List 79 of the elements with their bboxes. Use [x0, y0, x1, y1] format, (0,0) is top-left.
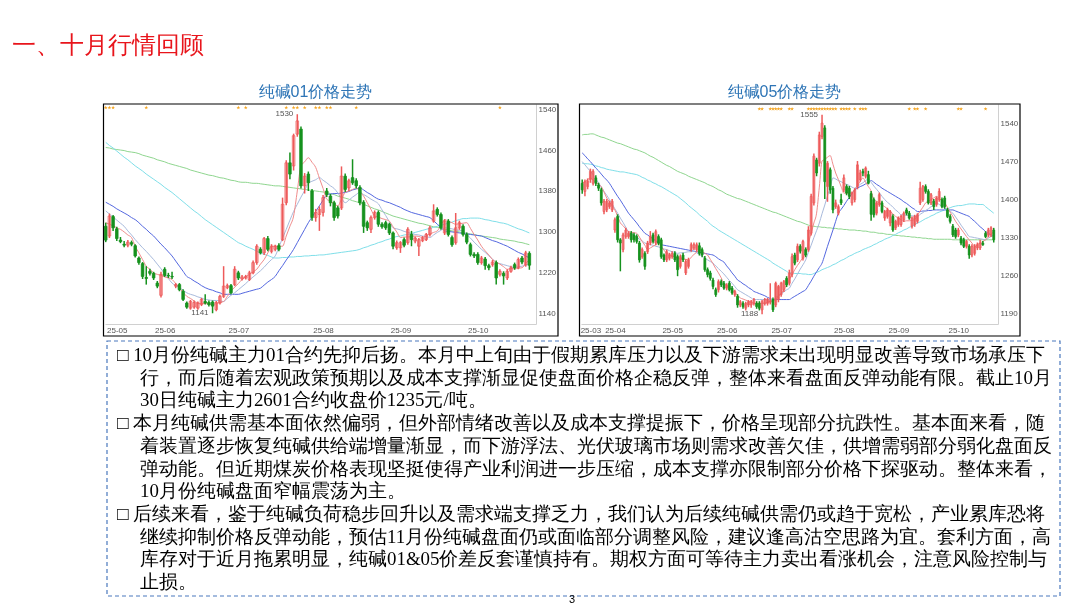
- line-series: [581, 133, 995, 241]
- y-tick-label: 1330: [1000, 232, 1019, 242]
- candlestick: [728, 280, 731, 293]
- y-tick-label: 1300: [538, 227, 557, 237]
- candlestick: [288, 151, 292, 180]
- text: □ 本月纯碱供需基本面依然偏弱，但外部情绪改善以及成本支撑提振下，价格呈现部分抗跌性。基本面来看，随着装置逐步恢复纯碱供给端增量渐显，而下游浮法、光伏玻璃市场则需求改善欠佳，供增需弱部分弱化盘面反弹动能。但近期煤炭价格表现坚挺使得产业利润进一步压缩，成本支撑亦限制部分价格下探驱动。整体来看，10月份纯碱盘面窄幅震荡为主。: [117, 412, 1052, 502]
- y-tick-label: 1190: [1000, 308, 1019, 318]
- candlestick: [302, 172, 307, 195]
- candlestick: [350, 158, 355, 186]
- text: 一、十月行情回顾: [12, 32, 204, 58]
- candlestick: [369, 214, 373, 234]
- candlestick: [916, 212, 919, 225]
- candlestick: [676, 253, 679, 277]
- candlestick: [755, 300, 758, 310]
- candlestick: [232, 265, 237, 287]
- candlestick: [170, 271, 174, 280]
- candlestick: [984, 230, 987, 239]
- x-tick-label: 25-04: [605, 325, 627, 335]
- y-tick-label: 1460: [538, 145, 557, 155]
- candlestick: [894, 218, 897, 231]
- annotation: 1188: [740, 309, 759, 319]
- candlestick: [104, 221, 108, 243]
- text: □ 后续来看，鉴于纯碱负荷稳步回升以及需求端支撑乏力，我们认为后续纯碱供需仍或趋于宽松，产业累库恐将继续抑制价格反弹动能，预估11月份纯碱盘面仍或面临部分调整风险，建议逢高沽空思路为宜。套利方面，高库存对于近月拖累明显，纯碱01&05价差反套谨慎持有。期权方面可等待主力卖出看涨机会，注意风险控制与止损。: [117, 502, 1052, 592]
- candlestick: [498, 268, 502, 278]
- x-tick-label: 25-06: [154, 325, 176, 335]
- candlestick: [905, 207, 908, 217]
- candlestick: [203, 293, 207, 306]
- x-tick-label: 25-10: [468, 325, 490, 335]
- candlestick: [417, 237, 421, 257]
- y-tick-label: 1140: [538, 309, 557, 319]
- chart-title: 纯碱01价格走势: [258, 83, 373, 101]
- candlestick: [608, 199, 611, 210]
- candlestick: [643, 250, 647, 271]
- candlestick: [627, 230, 630, 240]
- x-tick-label: 25-10: [948, 325, 970, 335]
- y-tick-label: 1380: [538, 186, 557, 196]
- x-tick-label: 25-05: [662, 325, 684, 335]
- candlestick: [837, 203, 840, 217]
- annotation: 1530: [275, 109, 294, 119]
- x-tick-label: 25-08: [834, 325, 856, 335]
- y-tick-label: 1470: [1000, 156, 1019, 166]
- x-tick-label: 25-07: [228, 325, 250, 335]
- candlestick: [965, 239, 968, 250]
- annotation: 1555: [800, 109, 819, 119]
- y-tick-label: 1220: [538, 268, 557, 278]
- candlestick: [494, 259, 498, 286]
- candlestick: [431, 203, 436, 224]
- candlestick: [659, 236, 663, 260]
- y-tick-label: 1540: [538, 104, 557, 114]
- candlestick: [774, 280, 778, 308]
- candlestick: [954, 227, 957, 240]
- x-tick-label: 25-06: [716, 325, 738, 335]
- annotation: 1141: [191, 308, 210, 318]
- y-tick-label: 1540: [1000, 118, 1019, 128]
- candlestick: [159, 271, 163, 299]
- line-series: [105, 146, 530, 246]
- x-tick-label: 25-09: [390, 325, 412, 335]
- candlestick: [815, 157, 818, 177]
- x-tick-label: 25-03: [580, 325, 602, 335]
- candlestick: [144, 265, 148, 286]
- chart-title: 纯碱05价格走势: [727, 83, 842, 101]
- x-tick-label: 25-09: [888, 325, 910, 335]
- candlestick: [736, 293, 739, 309]
- x-tick-label: 25-07: [771, 325, 793, 335]
- y-tick-label: 1400: [1000, 194, 1019, 204]
- x-tick-label: 25-05: [107, 325, 129, 335]
- candlestick: [428, 225, 432, 238]
- text: □ 10月份纯碱主力01合约先抑后扬。本月中上旬由于假期累库压力以及下游需求未出现明显改善导致市场承压下行，而后随着宏观政策预期以及成本支撑渐显促使盘面价格企稳反弹，整体来看盘面反弹动能有限。截止10月30日纯碱主力2601合约收盘价1235元/吨。: [117, 344, 1052, 411]
- candlestick: [777, 284, 780, 304]
- text: 3: [568, 593, 576, 605]
- line-series: [105, 141, 530, 259]
- candlestick: [454, 212, 458, 246]
- y-tick-label: 1260: [1000, 270, 1019, 280]
- candlestick: [845, 183, 848, 197]
- candlestick: [527, 250, 532, 271]
- x-tick-label: 25-08: [313, 325, 335, 335]
- candlestick: [867, 170, 870, 186]
- candlestick: [343, 172, 347, 193]
- candlestick: [785, 275, 788, 288]
